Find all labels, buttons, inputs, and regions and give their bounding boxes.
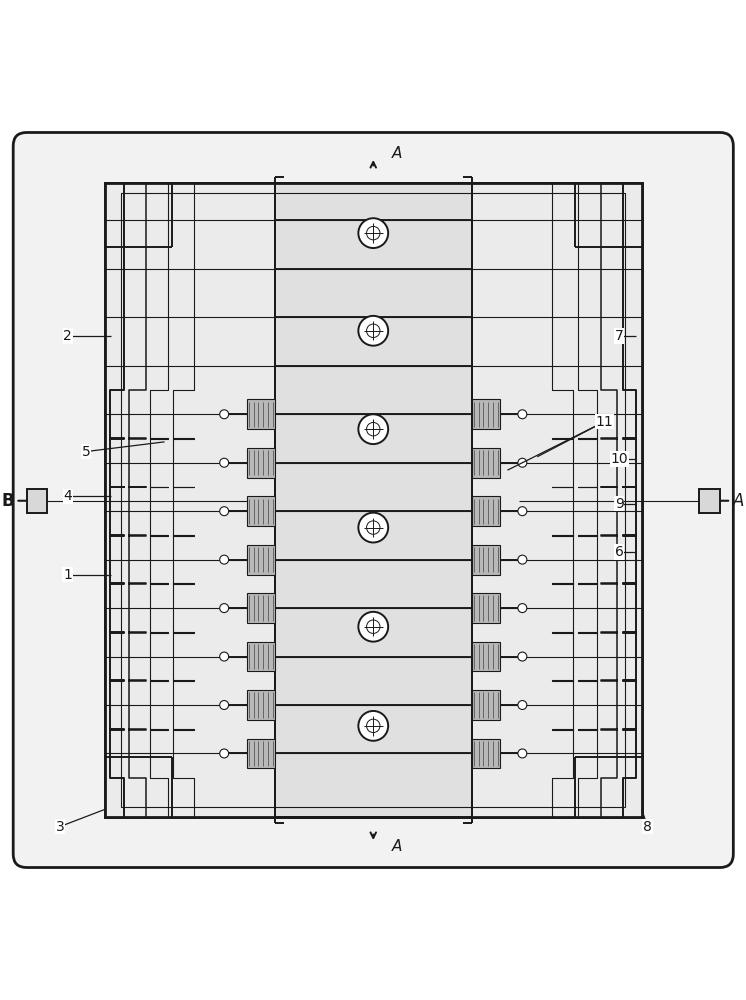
Text: 9: 9	[615, 497, 624, 511]
Bar	[471, 496, 500, 526]
Circle shape	[220, 555, 228, 564]
Bar	[275, 657, 471, 705]
Bar	[471, 739, 500, 768]
Text: 3: 3	[56, 820, 65, 834]
Bar	[471, 593, 500, 623]
Text: 11: 11	[595, 415, 613, 429]
Bar	[246, 593, 275, 623]
Bar	[246, 642, 275, 671]
Bar	[275, 269, 471, 317]
Bar	[275, 366, 471, 414]
Circle shape	[220, 701, 228, 709]
Bar	[275, 220, 471, 269]
Bar	[471, 690, 500, 720]
Text: 1: 1	[63, 568, 72, 582]
Bar	[275, 414, 471, 463]
Bar	[27, 489, 48, 513]
Text: 4: 4	[63, 489, 72, 503]
Bar	[246, 448, 275, 478]
Circle shape	[358, 316, 388, 346]
Bar	[105, 183, 275, 817]
Text: 2: 2	[63, 329, 72, 343]
Text: 7: 7	[615, 329, 624, 343]
Circle shape	[518, 458, 527, 467]
Bar	[275, 608, 471, 657]
Bar	[246, 690, 275, 720]
Bar	[246, 739, 275, 768]
Bar	[471, 448, 500, 478]
Circle shape	[518, 604, 527, 613]
Text: A: A	[392, 839, 402, 854]
Bar	[275, 560, 471, 608]
Circle shape	[220, 458, 228, 467]
Bar	[105, 183, 642, 817]
Circle shape	[518, 507, 527, 516]
Bar	[471, 399, 500, 429]
Bar	[275, 317, 471, 366]
Bar	[122, 193, 625, 807]
Text: A: A	[392, 146, 402, 161]
Bar	[275, 183, 471, 220]
Text: A: A	[733, 492, 745, 510]
Bar	[275, 183, 471, 817]
Circle shape	[358, 218, 388, 248]
Bar	[471, 642, 500, 671]
Circle shape	[220, 604, 228, 613]
FancyBboxPatch shape	[13, 132, 733, 868]
Text: 10: 10	[610, 452, 628, 466]
Text: B: B	[1, 492, 14, 510]
Text: 6: 6	[615, 545, 624, 559]
Bar	[471, 545, 500, 575]
Circle shape	[358, 612, 388, 642]
Circle shape	[358, 711, 388, 741]
Bar	[275, 183, 471, 817]
Circle shape	[518, 652, 527, 661]
Circle shape	[220, 507, 228, 516]
Circle shape	[220, 410, 228, 419]
Text: 8: 8	[643, 820, 652, 834]
Bar	[275, 705, 471, 753]
Circle shape	[518, 701, 527, 709]
Bar	[246, 545, 275, 575]
Bar	[471, 183, 642, 817]
Circle shape	[518, 555, 527, 564]
Bar	[275, 753, 471, 817]
Bar	[246, 496, 275, 526]
Bar	[275, 511, 471, 560]
Circle shape	[518, 410, 527, 419]
Text: 5: 5	[82, 445, 90, 459]
Circle shape	[220, 749, 228, 758]
Bar	[105, 183, 642, 817]
Circle shape	[220, 652, 228, 661]
Circle shape	[358, 513, 388, 542]
Circle shape	[358, 414, 388, 444]
Circle shape	[518, 749, 527, 758]
Bar	[246, 399, 275, 429]
Bar	[699, 489, 720, 513]
Bar	[275, 463, 471, 511]
